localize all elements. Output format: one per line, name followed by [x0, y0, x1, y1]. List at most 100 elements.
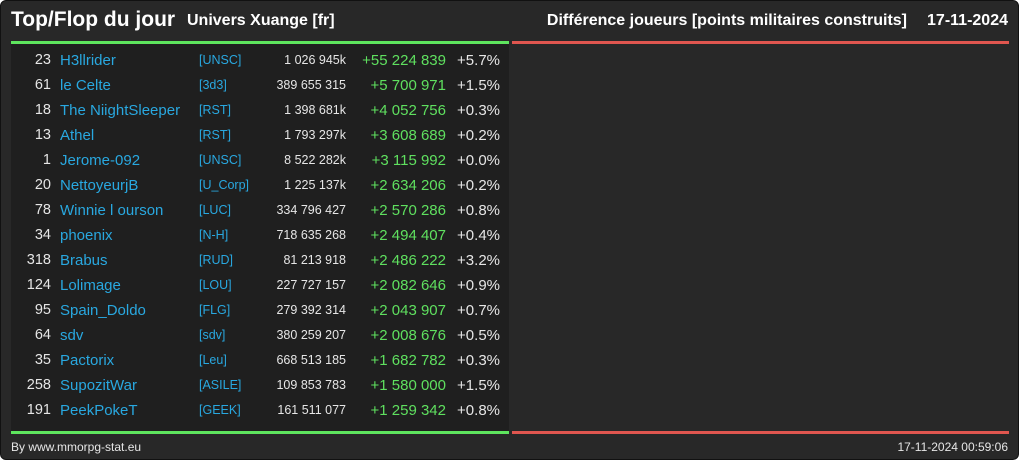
table-row: 64 sdv [sdv] 380 259 207 +2 008 676 +0.5%	[11, 323, 509, 348]
table-row: 1 Jerome-092 [UNSC] 8 522 282k +3 115 992 +0.…	[11, 148, 509, 173]
player-name-link[interactable]: PeekPokeT	[60, 402, 138, 419]
player-name-link[interactable]: Athel	[60, 127, 95, 144]
player-name-link[interactable]: phoenix	[60, 227, 113, 244]
top-panel-bottom-border	[11, 431, 509, 434]
universe-label: Univers Xuange [fr]	[187, 12, 335, 29]
points-difference: +2 486 222	[370, 252, 447, 269]
player-name-link[interactable]: NettoyeurjB	[60, 177, 139, 194]
player-name-link[interactable]: Lolimage	[60, 277, 121, 294]
percent-change: +1.5%	[457, 377, 500, 394]
percent-change: +0.3%	[457, 352, 500, 369]
table-row: 95 Spain_Doldo [FLG] 279 392 314 +2 043 907 +…	[11, 298, 509, 323]
player-name-link[interactable]: le Celte	[60, 77, 111, 94]
player-name-link[interactable]: Jerome-092	[60, 152, 141, 169]
table-row: 258 SupozitWar [ASILE] 109 853 783 +1 580 00…	[11, 373, 509, 398]
alliance-link[interactable]: [GEEK]	[199, 403, 241, 417]
alliance-link[interactable]: [Leu]	[199, 353, 227, 367]
alliance-link[interactable]: [U_Corp]	[199, 178, 250, 192]
alliance-link[interactable]: [N-H]	[199, 228, 229, 242]
table-row: 61 le Celte [3d3] 389 655 315 +5 700 971 +1.5…	[11, 73, 509, 98]
player-points: 389 655 315	[276, 78, 346, 92]
player-points: 718 635 268	[276, 228, 346, 242]
table-row: 20 NettoyeurjB [U_Corp] 1 225 137k +2 634 20…	[11, 173, 509, 198]
table-row: 124 Lolimage [LOU] 227 727 157 +2 082 646 +0.…	[11, 273, 509, 298]
alliance-link[interactable]: [LOU]	[199, 278, 232, 292]
alliance-link[interactable]: [RUD]	[199, 253, 234, 267]
percent-change: +3.2%	[457, 252, 500, 269]
points-difference: +2 008 676	[370, 327, 447, 344]
player-rank: 13	[34, 127, 51, 143]
table-row: 34 phoenix [N-H] 718 635 268 +2 494 407 +0.4%	[11, 223, 509, 248]
points-difference: +2 043 907	[370, 302, 447, 319]
table-row: 35 Pactorix [Leu] 668 513 185 +1 682 782 +0.3…	[11, 348, 509, 373]
player-name-link[interactable]: Winnie l ourson	[60, 202, 164, 219]
player-rank: 78	[34, 202, 51, 218]
table-row: 191 PeekPokeT [GEEK] 161 511 077 +1 259 342 +…	[11, 398, 509, 423]
alliance-link[interactable]: [ASILE]	[199, 378, 242, 392]
percent-change: +5.7%	[457, 52, 500, 69]
percent-change: +0.8%	[457, 402, 500, 419]
player-rank: 18	[34, 102, 51, 118]
alliance-link[interactable]: [RST]	[199, 103, 231, 117]
table-row: 78 Winnie l ourson [LUC] 334 796 427 +2 570 …	[11, 198, 509, 223]
player-rank: 61	[34, 77, 51, 93]
player-name-link[interactable]: sdv	[60, 327, 84, 344]
flop-panel-bottom-border	[512, 431, 1009, 434]
player-rank: 258	[26, 377, 51, 393]
player-rank: 64	[34, 327, 51, 343]
percent-change: +0.7%	[457, 302, 500, 319]
points-difference: +2 634 206	[370, 177, 447, 194]
table-row: 23 H3llrider [UNSC] 1 026 945k +55 224 839 +5…	[11, 48, 509, 73]
player-name-link[interactable]: The NiightSleeper	[60, 102, 181, 119]
footer-credit: By www.mmorpg-stat.eu	[11, 440, 142, 454]
percent-change: +0.5%	[457, 327, 500, 344]
alliance-link[interactable]: [UNSC]	[199, 53, 242, 67]
player-name-link[interactable]: Pactorix	[60, 352, 115, 369]
points-difference: +3 608 689	[370, 127, 447, 144]
points-difference: +55 224 839	[362, 52, 446, 69]
player-points: 109 853 783	[276, 378, 346, 392]
player-points: 1 793 297k	[284, 128, 346, 142]
alliance-link[interactable]: [UNSC]	[199, 153, 242, 167]
player-name-link[interactable]: Brabus	[60, 252, 108, 269]
player-rank: 124	[26, 277, 51, 293]
points-difference: +2 494 407	[370, 227, 447, 244]
points-difference: +2 082 646	[370, 277, 447, 294]
percent-change: +0.9%	[457, 277, 500, 294]
top-panel-top-border	[11, 41, 509, 44]
alliance-link[interactable]: [FLG]	[199, 303, 231, 317]
points-difference: +1 259 342	[370, 402, 447, 419]
player-points: 1 398 681k	[284, 103, 346, 117]
player-rank: 95	[34, 302, 51, 318]
alliance-link[interactable]: [LUC]	[199, 203, 231, 217]
player-name-link[interactable]: H3llrider	[60, 52, 116, 69]
player-points: 227 727 157	[276, 278, 346, 292]
points-difference: +1 682 782	[370, 352, 447, 369]
player-rank: 20	[34, 177, 51, 193]
flop-panel	[512, 41, 1009, 432]
player-points: 1 225 137k	[284, 178, 346, 192]
percent-change: +0.2%	[457, 127, 500, 144]
player-points: 161 511 077	[277, 403, 346, 417]
points-difference: +2 570 286	[370, 202, 447, 219]
page-title: Top/Flop du jour	[11, 8, 176, 31]
player-points: 380 259 207	[276, 328, 346, 342]
footer-timestamp: 17-11-2024 00:59:06	[897, 440, 1008, 454]
player-rank: 23	[34, 52, 51, 68]
flop-panel-top-border	[512, 41, 1009, 44]
player-points: 334 796 427	[276, 203, 346, 217]
player-rank: 191	[26, 402, 51, 418]
table-row: 13 Athel [RST] 1 793 297k +3 608 689 +0.2%	[11, 123, 509, 148]
alliance-link[interactable]: [3d3]	[199, 78, 227, 92]
player-name-link[interactable]: Spain_Doldo	[60, 302, 146, 319]
points-difference: +3 115 992	[371, 152, 446, 169]
player-name-link[interactable]: SupozitWar	[60, 377, 137, 394]
player-rank: 318	[26, 252, 51, 268]
percent-change: +0.4%	[457, 227, 500, 244]
percent-change: +0.8%	[457, 202, 500, 219]
player-rank: 35	[34, 352, 51, 368]
alliance-link[interactable]: [RST]	[199, 128, 231, 142]
alliance-link[interactable]: [sdv]	[199, 328, 226, 342]
player-points: 1 026 945k	[284, 53, 346, 67]
